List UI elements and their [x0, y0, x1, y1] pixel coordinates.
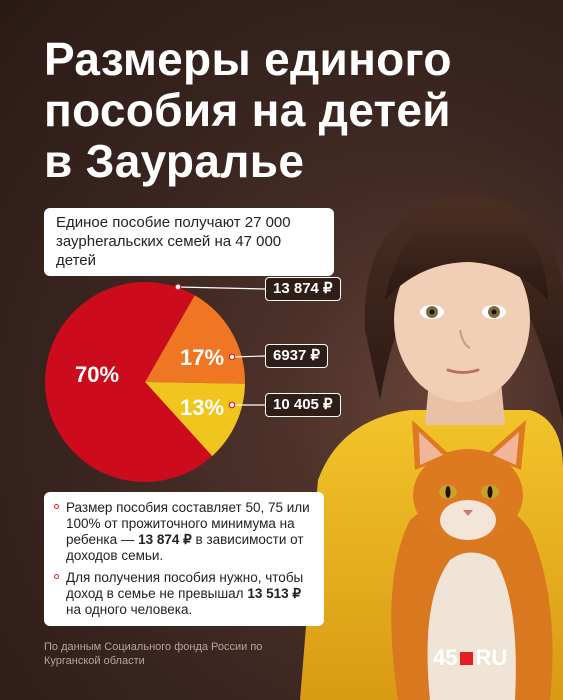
- notes-box: Размер пособия составляет 50, 75 или 100…: [44, 492, 324, 626]
- pie-slice: [145, 295, 245, 384]
- percent-label: 70%: [75, 362, 120, 387]
- summary-box: Единое пособие получают 27 000 заурherал…: [44, 208, 334, 276]
- logo-square-icon: [460, 651, 474, 665]
- amount-label: 10 405 ₽: [265, 393, 341, 417]
- bullet-icon: [54, 574, 59, 579]
- note-item: Для получения пособия нужно, чтобы доход…: [54, 570, 314, 618]
- page-title: Размеры единого пособия на детей в Заура…: [44, 34, 544, 187]
- leader-dot: [228, 401, 236, 409]
- title-line: пособия на детей: [44, 84, 451, 136]
- pie-slice: [44, 282, 213, 482]
- pie-slice: [145, 382, 245, 457]
- percent-label: 17%: [180, 345, 225, 370]
- leader-dot: [228, 353, 236, 361]
- bullet-icon: [54, 504, 59, 509]
- note-item: Размер пособия составляет 50, 75 или 100…: [54, 500, 314, 564]
- leader-dot: [174, 283, 182, 291]
- leader-line: [177, 286, 266, 290]
- leader-line: [231, 355, 266, 358]
- amount-label: 13 874 ₽: [265, 277, 341, 301]
- percent-label: 13%: [180, 395, 225, 420]
- site-logo: 45 RU: [433, 645, 508, 670]
- amount-label: 6937 ₽: [265, 344, 329, 368]
- source-note: По данным Социального фонда России по Ку…: [44, 641, 263, 667]
- title-line: Размеры единого: [44, 33, 452, 85]
- title-line: в Зауралье: [44, 135, 305, 187]
